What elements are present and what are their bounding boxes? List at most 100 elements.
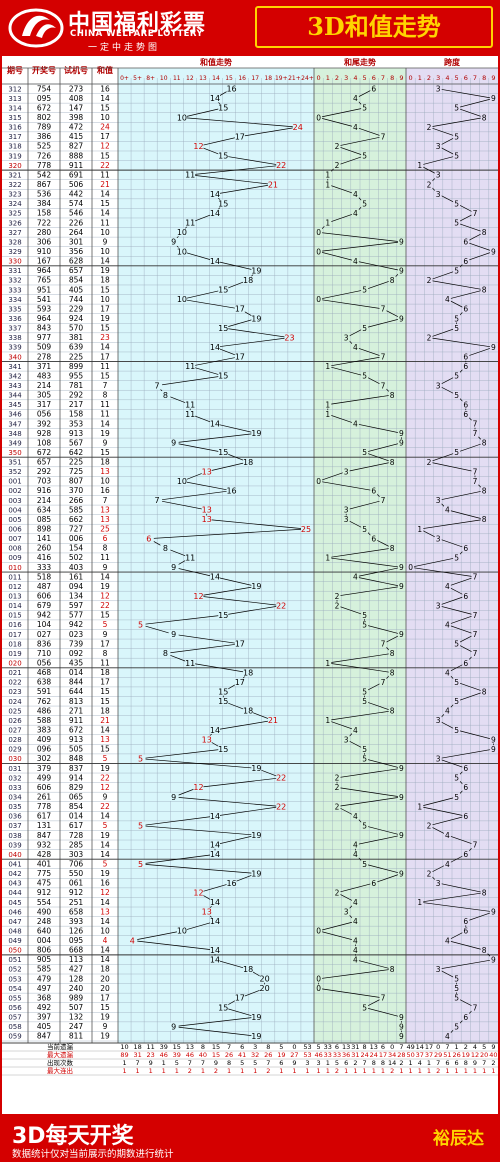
period-cell: 059 <box>8 1033 21 1041</box>
period-cell: 343 <box>8 382 21 390</box>
stats-span-value: 1 <box>491 1067 495 1075</box>
tail-point: 0 <box>316 228 321 237</box>
span-point-bg <box>471 840 479 849</box>
trial-number-cell: 644 <box>69 687 84 696</box>
stats-tail-value: 1 <box>353 1067 357 1075</box>
draw-number-cell: 910 <box>37 247 52 256</box>
tail-point: 4 <box>353 946 358 955</box>
tail-point-bg <box>351 343 359 352</box>
stats-label: 当前遗漏 <box>47 1042 74 1051</box>
welfare-lottery-logo-icon <box>8 8 64 48</box>
draw-number-cell: 468 <box>37 668 52 677</box>
span-point-bg <box>434 754 442 763</box>
span-point: 4 <box>445 707 450 716</box>
tail-point: 4 <box>353 936 358 945</box>
tail-digit-label: 9 <box>399 74 403 82</box>
sum-cell: 7 <box>103 496 108 505</box>
sum-point: 15 <box>218 372 228 381</box>
span-point: 9 <box>491 94 496 103</box>
span-point-bg <box>453 371 461 380</box>
tail-point-bg <box>361 199 369 208</box>
span-point-bg <box>434 965 442 974</box>
sum-point: 14 <box>210 343 220 352</box>
draw-number-cell: 836 <box>37 639 52 648</box>
span-point: 2 <box>427 180 432 189</box>
span-point-bg <box>443 831 451 840</box>
span-point-bg <box>453 974 461 983</box>
period-cell: 337 <box>8 325 21 333</box>
span-point-bg <box>443 859 451 868</box>
span-point: 8 <box>482 487 487 496</box>
stats-label: 最大连出 <box>47 1066 73 1075</box>
span-point-bg <box>471 572 479 581</box>
span-point: 5 <box>454 984 459 993</box>
sum-point: 14 <box>210 420 220 429</box>
draw-number-cell: 951 <box>37 285 52 294</box>
tail-point-bg <box>351 917 359 926</box>
sum-cell: 14 <box>100 572 110 581</box>
tail-point-bg <box>351 812 359 821</box>
sum-cell: 8 <box>103 649 108 658</box>
sum-point: 14 <box>210 573 220 582</box>
period-cell: 050 <box>8 947 21 955</box>
span-point-bg <box>471 649 479 658</box>
sum-cell: 16 <box>100 879 110 888</box>
tail-point-bg <box>361 611 369 620</box>
tail-point: 7 <box>381 132 386 141</box>
trial-number-cell: 668 <box>69 946 84 955</box>
span-point: 8 <box>482 439 487 448</box>
span-point: 6 <box>463 305 468 314</box>
stats-sum-value: 5 <box>240 1059 244 1067</box>
span-digit-label: 6 <box>464 74 468 82</box>
span-point: 6 <box>463 917 468 926</box>
tail-point-bg <box>361 151 369 160</box>
stats-sum-value: 1 <box>122 1067 126 1075</box>
sum-point-bg <box>301 525 311 534</box>
trial-number-cell: 370 <box>69 486 84 495</box>
trial-number-cell: 225 <box>69 458 84 467</box>
tail-point: 9 <box>399 869 404 878</box>
draw-number-cell: 141 <box>37 534 52 543</box>
sum-point-bg <box>210 572 220 581</box>
tail-point-bg <box>324 180 332 189</box>
stats-tail-value: 46 <box>314 1051 322 1059</box>
span-point: 4 <box>445 668 450 677</box>
trial-number-cell: 725 <box>69 467 84 476</box>
sum-cell: 10 <box>100 295 110 304</box>
span-point: 2 <box>427 458 432 467</box>
sum-point-bg <box>243 668 254 677</box>
period-cell: 047 <box>8 918 21 926</box>
sum-bucket-label: 5+ <box>133 75 142 82</box>
sum-point: 15 <box>218 1003 228 1012</box>
trial-number-cell: 955 <box>69 371 84 380</box>
sum-cell: 14 <box>100 343 110 352</box>
trial-number-cell: 672 <box>69 725 84 734</box>
period-cell: 321 <box>8 171 21 179</box>
span-point: 5 <box>454 640 459 649</box>
sum-point-bg <box>243 706 254 715</box>
span-point: 7 <box>473 209 478 218</box>
trial-number-cell: 989 <box>69 993 84 1002</box>
sum-cell: 17 <box>100 678 110 687</box>
tail-point: 1 <box>325 362 330 371</box>
tail-point: 9 <box>399 429 404 438</box>
tail-point-bg <box>370 534 378 543</box>
draw-number-cell: 384 <box>37 199 52 208</box>
sum-point: 11 <box>185 219 195 228</box>
tail-point-bg <box>379 304 387 313</box>
sum-bucket-label: 19+ <box>275 75 288 82</box>
sum-cell: 14 <box>100 898 110 907</box>
sum-point: 18 <box>243 707 253 716</box>
span-digit-label: 2 <box>427 74 431 82</box>
trial-number-cell: 303 <box>69 850 84 859</box>
span-point: 8 <box>482 515 487 524</box>
sum-point: 13 <box>202 908 212 917</box>
span-point: 5 <box>454 266 459 275</box>
period-cell: 057 <box>8 1014 21 1022</box>
tail-point: 5 <box>362 104 367 113</box>
period-cell: 031 <box>8 765 21 773</box>
tail-point: 5 <box>362 448 367 457</box>
span-point-bg <box>453 324 461 333</box>
tail-point: 1 <box>325 180 330 189</box>
stats-tail-value: 6 <box>335 1043 339 1051</box>
